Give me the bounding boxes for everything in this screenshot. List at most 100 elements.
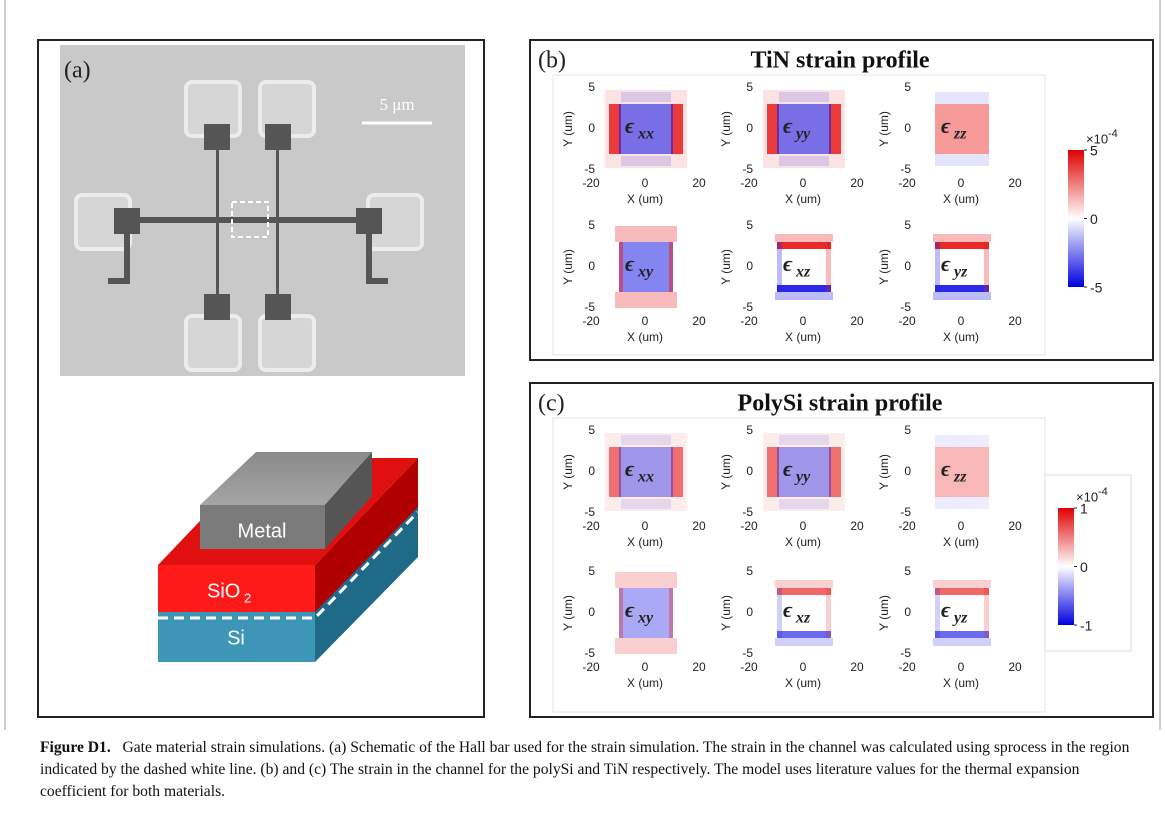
x-tick-label: -20	[898, 519, 916, 533]
x-tick-label: 20	[1008, 176, 1022, 190]
y-tick-label: -5	[584, 300, 595, 314]
strain-symbol: ϵ	[625, 113, 635, 138]
heat-cell	[619, 104, 673, 154]
oxide-subscript: 2	[244, 590, 251, 605]
y-tick-label: 0	[746, 259, 753, 273]
strain-map	[615, 572, 677, 654]
strain-subscript: zz	[953, 469, 967, 486]
oxide-label: SiO	[207, 580, 240, 602]
y-tick-label: 5	[588, 423, 595, 437]
x-tick-label: 0	[800, 314, 807, 328]
strain-subscript: yy	[794, 126, 811, 143]
heat-cell	[775, 580, 833, 588]
x-axis-label: X (um)	[943, 535, 979, 549]
x-tick-label: -20	[582, 314, 600, 328]
y-tick-label: -5	[742, 646, 753, 660]
strain-subscript: xx	[637, 469, 654, 486]
strain-map	[775, 580, 833, 646]
strain-subscript: yz	[952, 264, 968, 281]
heat-cell	[935, 447, 989, 497]
colorbar-exponent: -4	[1098, 486, 1108, 498]
y-tick-label: 0	[904, 121, 911, 135]
heat-cell	[935, 154, 989, 166]
y-tick-label: -5	[900, 162, 911, 176]
y-tick-label: 0	[746, 605, 753, 619]
strain-map	[605, 90, 687, 168]
x-tick-label: 20	[1008, 314, 1022, 328]
y-tick-label: 0	[746, 464, 753, 478]
heat-cell	[775, 234, 833, 242]
y-tick-label: 5	[588, 218, 595, 232]
strain-symbol: ϵ	[625, 597, 635, 622]
plot-area	[552, 74, 1046, 356]
strain-symbol: ϵ	[941, 251, 951, 276]
panel-title: PolySi strain profile	[738, 391, 943, 417]
x-tick-label: 0	[958, 519, 965, 533]
heat-cell	[619, 242, 623, 292]
y-tick-label: -5	[900, 300, 911, 314]
x-tick-label: 20	[692, 519, 706, 533]
heat-cell	[621, 92, 671, 102]
strain-map	[935, 92, 989, 166]
strain-subscript: yy	[794, 469, 811, 486]
y-tick-label: 5	[746, 218, 753, 232]
heat-cell	[935, 104, 989, 154]
heat-cell	[777, 242, 782, 292]
x-tick-label: 20	[850, 660, 864, 674]
x-axis-label: X (um)	[627, 676, 663, 690]
strain-map	[763, 90, 845, 168]
y-tick-label: -5	[742, 162, 753, 176]
x-axis-label: X (um)	[943, 192, 979, 206]
heat-cell	[775, 638, 833, 646]
heat-cell	[621, 499, 671, 509]
y-tick-label: 5	[588, 564, 595, 578]
heat-cell	[935, 588, 940, 638]
colorbar-tick-label: 0	[1080, 559, 1088, 575]
y-tick-label: 5	[904, 218, 911, 232]
heat-cell	[777, 588, 831, 595]
x-tick-label: 0	[800, 660, 807, 674]
x-tick-label: 20	[692, 660, 706, 674]
heat-cell	[935, 92, 989, 104]
y-axis-label: Y (um)	[877, 454, 891, 490]
y-tick-label: -5	[742, 300, 753, 314]
heat-cell	[619, 447, 673, 497]
y-axis-label: Y (um)	[719, 249, 733, 285]
heat-cell	[671, 447, 683, 497]
heat-cell	[984, 588, 989, 638]
heat-cell	[935, 588, 989, 595]
x-tick-label: -20	[740, 314, 758, 328]
heat-cell	[767, 104, 779, 154]
y-tick-label: 0	[588, 464, 595, 478]
x-axis-label: X (um)	[785, 676, 821, 690]
strain-map	[933, 234, 991, 300]
heat-cell	[933, 638, 991, 646]
x-tick-label: 0	[800, 176, 807, 190]
heat-cell	[777, 242, 831, 249]
heat-cell	[777, 588, 782, 638]
heat-cell	[609, 104, 621, 154]
x-tick-label: -20	[582, 176, 600, 190]
colorbar	[1058, 508, 1074, 625]
x-tick-label: 20	[1008, 519, 1022, 533]
strain-map	[605, 433, 687, 511]
x-tick-label: 0	[958, 314, 965, 328]
y-axis-label: Y (um)	[877, 111, 891, 147]
strain-subscript: xy	[637, 264, 654, 281]
heat-cell	[619, 242, 673, 292]
strain-symbol: ϵ	[783, 597, 793, 622]
caption-text: Gate material strain simulations. (a) Sc…	[40, 739, 1130, 800]
heat-cell	[779, 435, 829, 445]
panel-frame	[529, 382, 1154, 718]
heat-cell	[615, 638, 677, 654]
x-tick-label: 0	[642, 519, 649, 533]
heat-cell	[935, 242, 940, 292]
y-axis-label: Y (um)	[561, 111, 575, 147]
x-axis-label: X (um)	[627, 535, 663, 549]
strain-subscript: xy	[637, 610, 654, 627]
heat-cell	[669, 588, 673, 638]
y-axis-label: Y (um)	[719, 595, 733, 631]
y-axis-label: Y (um)	[561, 249, 575, 285]
x-tick-label: -20	[898, 660, 916, 674]
y-tick-label: -5	[742, 505, 753, 519]
